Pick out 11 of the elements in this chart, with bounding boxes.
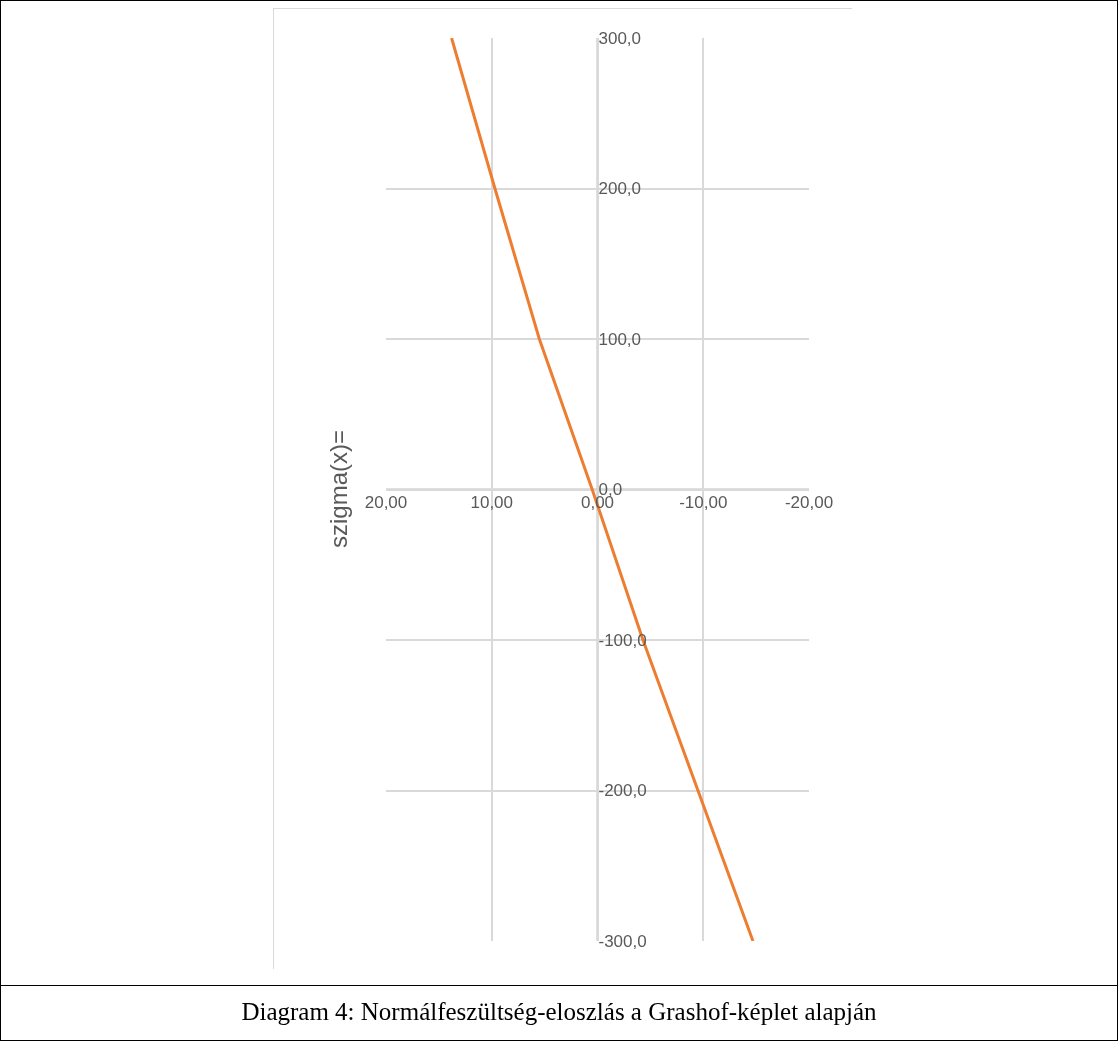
x-tick-label: -20,00 [784,492,834,512]
x-tick-label: 20,00 [364,492,408,512]
y-axis-title: szigma(x)= [325,429,352,548]
text: Diagram 4: Normálfeszültség-eloszlás a Grashof-képlet alapján [0,986,1118,1038]
y-tick-label: 200,0 [598,179,642,199]
y-tick-label: 100,0 [598,329,642,349]
x-tick-label: 10,00 [470,492,514,512]
y-tick-label: -300,0 [598,931,647,951]
y-tick-label: 300,0 [598,28,642,48]
x-tick-label: -10,00 [679,492,728,512]
y-tick-label: -200,0 [598,781,647,801]
